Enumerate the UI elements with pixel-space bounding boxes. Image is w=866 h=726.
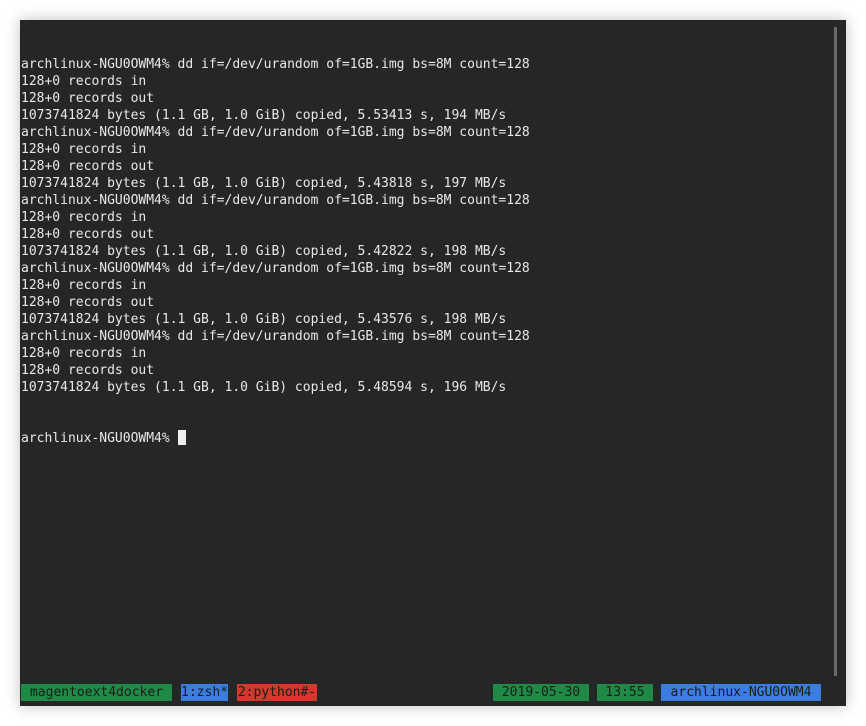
terminal-line: 128+0 records out bbox=[21, 363, 155, 378]
terminal-output[interactable]: archlinux-NGU0OWM4% dd if=/dev/urandom o… bbox=[21, 22, 530, 481]
terminal-line: archlinux-NGU0OWM4% dd if=/dev/urandom o… bbox=[21, 57, 530, 72]
terminal-line: 1073741824 bytes (1.1 GB, 1.0 GiB) copie… bbox=[21, 312, 507, 327]
cursor bbox=[177, 430, 186, 445]
tmux-window-2[interactable]: 2:python#- bbox=[237, 684, 317, 701]
terminal-line: 128+0 records out bbox=[21, 227, 155, 242]
terminal-line: 128+0 records out bbox=[21, 159, 155, 174]
tmux-window-1[interactable]: 1:zsh* bbox=[181, 684, 228, 701]
terminal-line: 1073741824 bytes (1.1 GB, 1.0 GiB) copie… bbox=[21, 244, 507, 259]
prompt: archlinux-NGU0OWM4% bbox=[21, 431, 178, 446]
terminal-line: archlinux-NGU0OWM4% dd if=/dev/urandom o… bbox=[21, 193, 530, 208]
terminal-line: 128+0 records out bbox=[21, 295, 155, 310]
terminal-line: 128+0 records in bbox=[21, 210, 147, 225]
terminal-window: archlinux-NGU0OWM4% dd if=/dev/urandom o… bbox=[20, 20, 846, 706]
status-hostname: archlinux-NGU0OWM4 bbox=[661, 684, 821, 701]
terminal-line: archlinux-NGU0OWM4% dd if=/dev/urandom o… bbox=[21, 329, 530, 344]
terminal-line: 128+0 records in bbox=[21, 278, 147, 293]
terminal-line: archlinux-NGU0OWM4% dd if=/dev/urandom o… bbox=[21, 125, 530, 140]
terminal-line: 1073741824 bytes (1.1 GB, 1.0 GiB) copie… bbox=[21, 108, 507, 123]
status-date: 2019-05-30 bbox=[493, 684, 589, 701]
scrollbar[interactable] bbox=[834, 27, 837, 676]
terminal-line: 128+0 records in bbox=[21, 346, 147, 361]
status-time: 13:55 bbox=[597, 684, 653, 701]
terminal-line: 1073741824 bytes (1.1 GB, 1.0 GiB) copie… bbox=[21, 176, 507, 191]
terminal-line: 128+0 records in bbox=[21, 142, 147, 157]
tmux-session-name: magentoext4docker bbox=[21, 684, 172, 701]
terminal-line: archlinux-NGU0OWM4% dd if=/dev/urandom o… bbox=[21, 261, 530, 276]
terminal-line: 128+0 records out bbox=[21, 91, 155, 106]
terminal-line: 128+0 records in bbox=[21, 74, 147, 89]
prompt-line[interactable]: archlinux-NGU0OWM4% bbox=[21, 430, 530, 447]
terminal-line: 1073741824 bytes (1.1 GB, 1.0 GiB) copie… bbox=[21, 380, 507, 395]
